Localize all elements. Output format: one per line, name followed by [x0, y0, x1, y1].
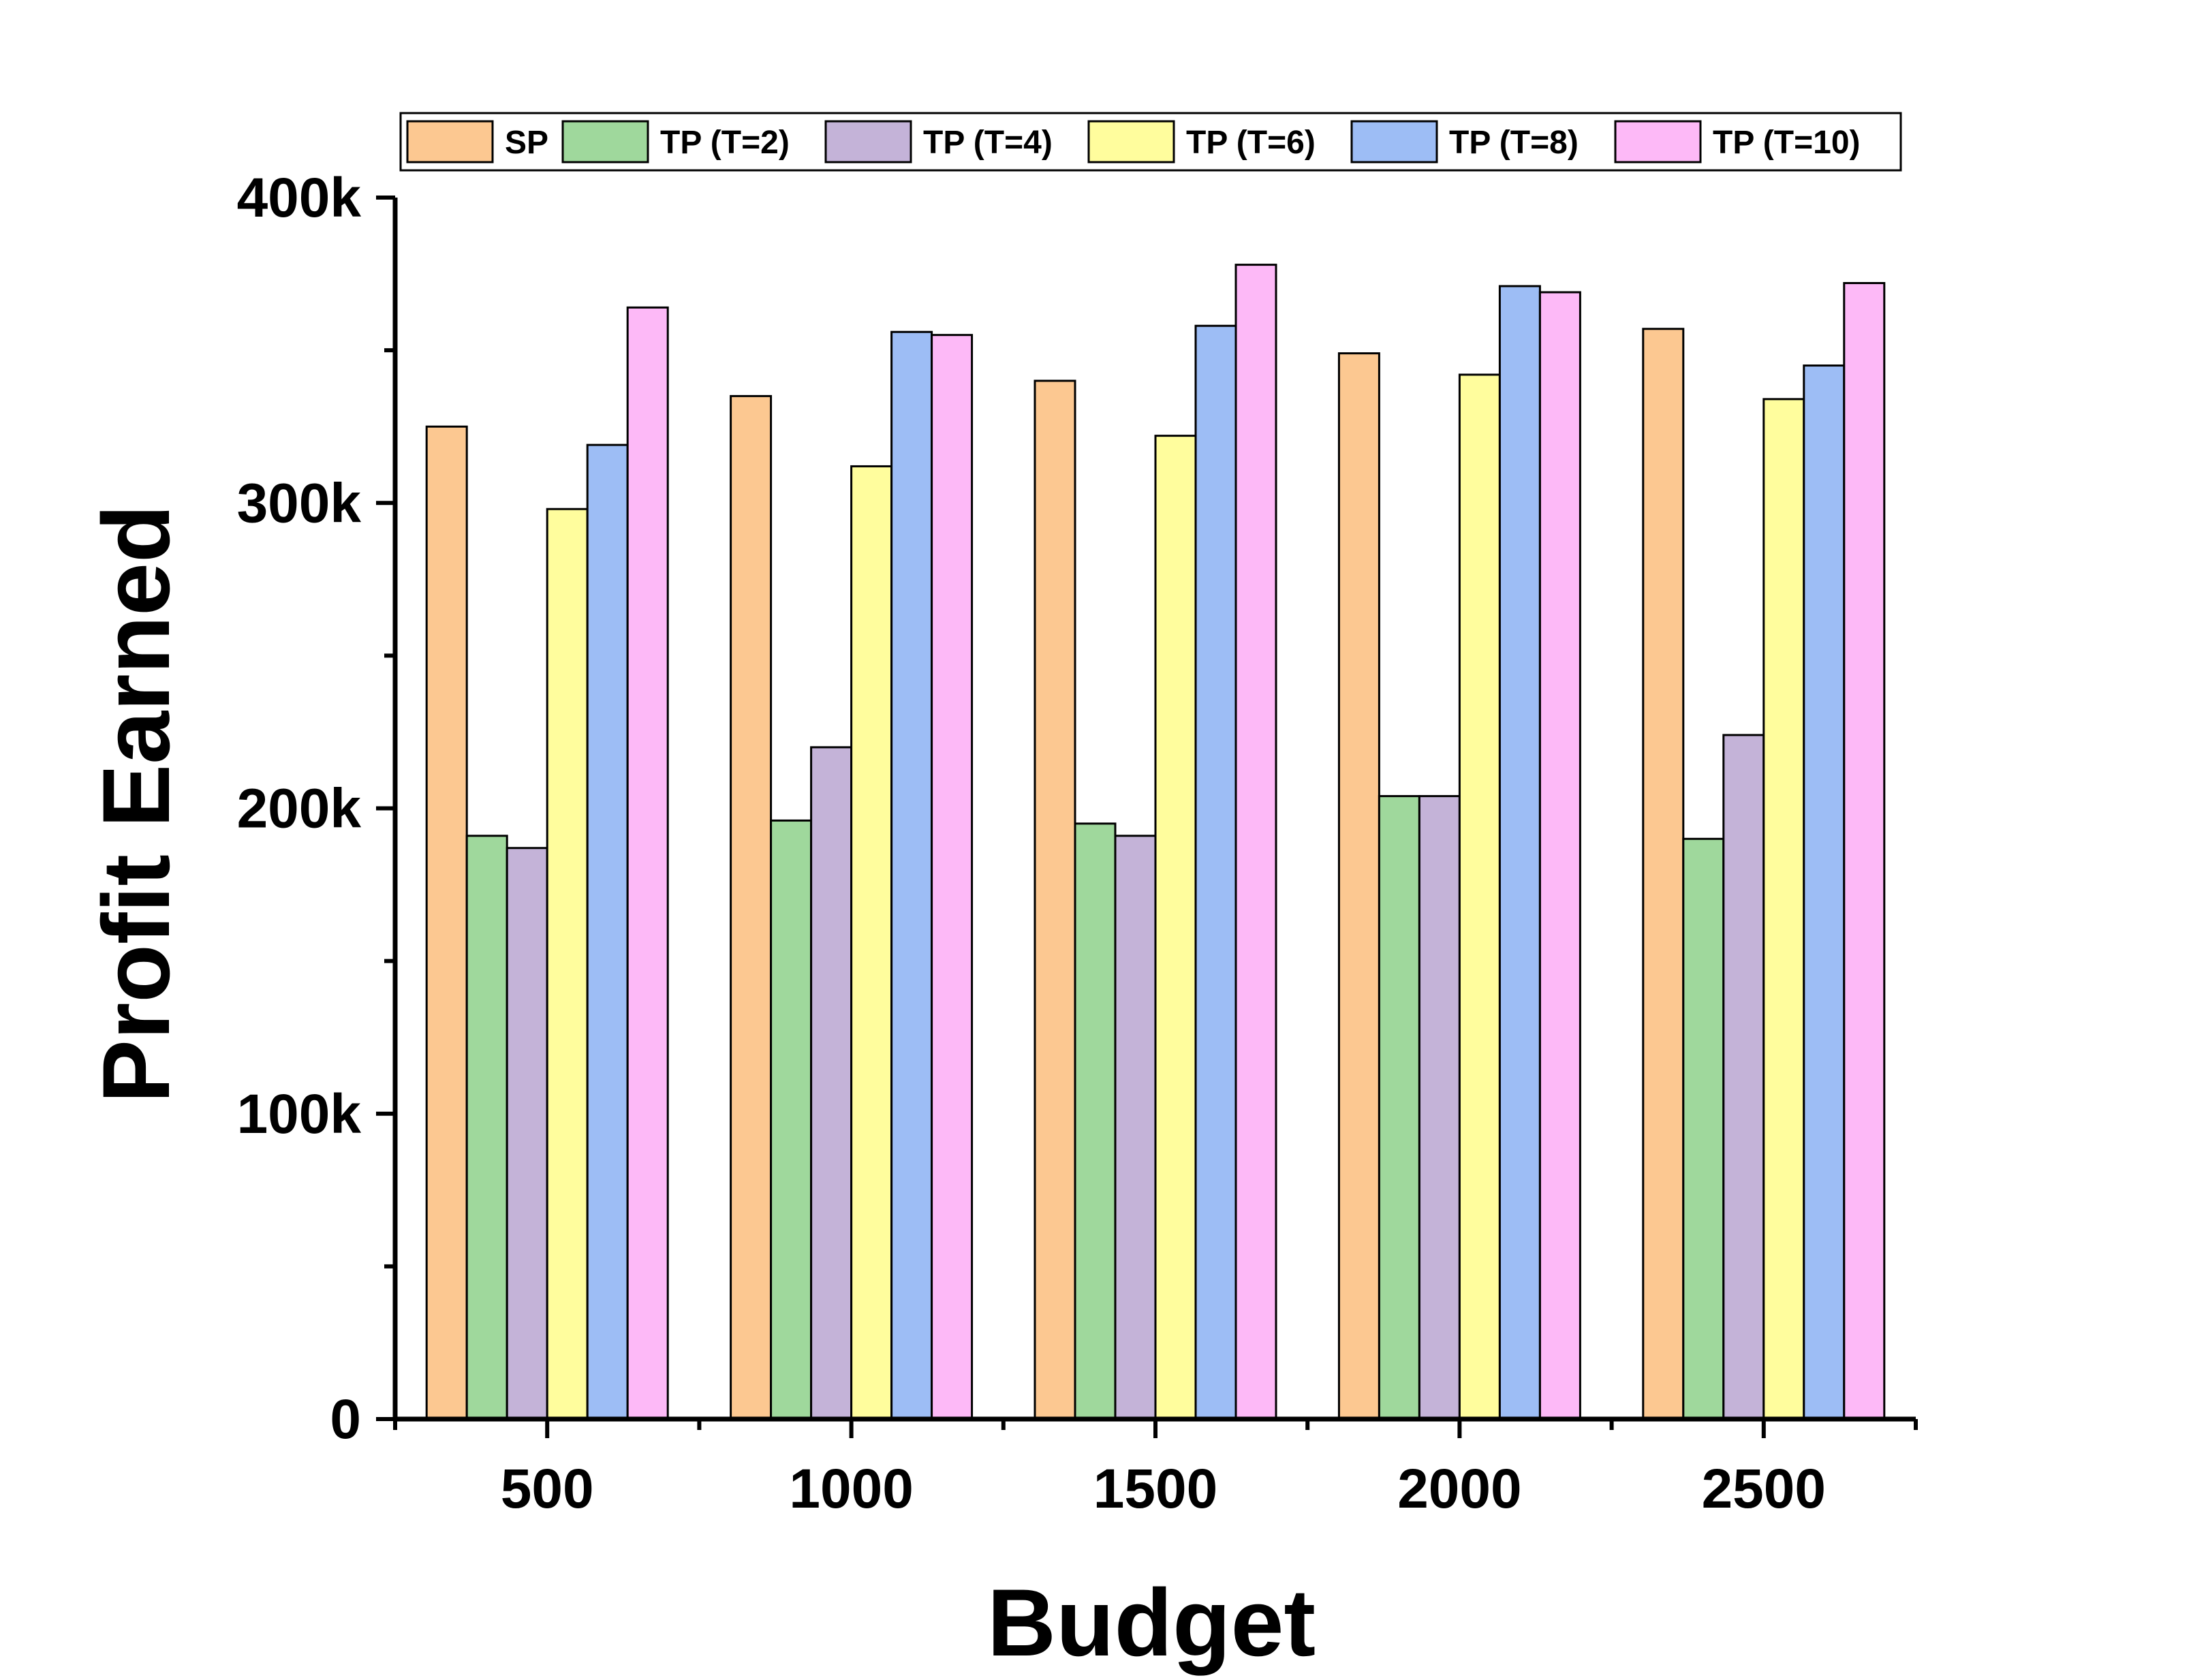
- bar-tp-t-10-2000: [1538, 291, 1581, 1420]
- y-tick-label: 0: [330, 1388, 361, 1450]
- legend-swatch: [1087, 120, 1175, 164]
- x-tick-label: 2500: [1702, 1458, 1826, 1520]
- bar-tp-t-4-2000: [1418, 795, 1461, 1420]
- y-axis-title: Profit Earned: [82, 504, 189, 1103]
- bar-tp-t-2-500: [465, 835, 508, 1420]
- bar-tp-t-6-500: [546, 508, 589, 1420]
- legend-label: TP (T=4): [923, 125, 1053, 161]
- bar-tp-t-10-500: [626, 306, 669, 1420]
- bar-tp-t-8-2000: [1498, 285, 1541, 1420]
- x-tick-label: 500: [501, 1458, 594, 1520]
- x-tick-label: 1000: [789, 1458, 913, 1520]
- bar-tp-t-6-2500: [1762, 398, 1805, 1420]
- bar-tp-t-4-2500: [1722, 734, 1765, 1420]
- bar-tp-t-4-1000: [810, 746, 853, 1420]
- y-tick-label: 200k: [237, 778, 362, 840]
- y-tick-label: 400k: [237, 167, 362, 229]
- legend-label: TP (T=6): [1186, 125, 1316, 161]
- bar-sp-1500: [1034, 379, 1076, 1420]
- bars: [425, 264, 1886, 1420]
- bar-sp-1000: [730, 394, 773, 1420]
- bar-tp-t-8-1500: [1194, 324, 1237, 1420]
- bar-tp-t-10-1000: [931, 334, 974, 1420]
- y-tick-label: 100k: [237, 1083, 362, 1145]
- x-tick-label: 2000: [1397, 1458, 1521, 1520]
- bar-tp-t-4-1500: [1114, 835, 1157, 1420]
- bar-tp-t-6-1500: [1154, 435, 1197, 1420]
- legend-label: TP (T=8): [1449, 125, 1579, 161]
- y-tick-label: 300k: [237, 472, 362, 534]
- legend: SP TP (T=2) TP (T=4) TP (T=6) TP (T=8) TP (T=…: [399, 112, 1902, 172]
- legend-swatch: [1350, 120, 1438, 164]
- bar-tp-t-8-2500: [1803, 364, 1846, 1420]
- axes: 0 100k 200k 300k 400k 500 1000 1500 2000 2500: [237, 167, 1918, 1520]
- bar-tp-t-10-2500: [1843, 282, 1886, 1420]
- bar-sp-2500: [1642, 328, 1685, 1420]
- legend-swatch: [824, 120, 912, 164]
- bar-sp-500: [425, 425, 468, 1420]
- legend-swatch: [561, 120, 649, 164]
- bar-tp-t-10-1500: [1234, 264, 1277, 1420]
- bar-tp-t-2-2000: [1378, 795, 1420, 1420]
- bar-tp-t-2-2500: [1682, 837, 1725, 1420]
- bar-tp-t-6-1000: [850, 465, 893, 1420]
- legend-swatch: [406, 120, 494, 164]
- bar-tp-t-6-2000: [1458, 373, 1501, 1420]
- legend-label: TP (T=2): [660, 125, 790, 161]
- bar-tp-t-4-500: [506, 847, 548, 1420]
- legend-swatch: [1614, 120, 1702, 164]
- x-axis-title: Budget: [987, 1569, 1316, 1676]
- bar-tp-t-2-1500: [1074, 822, 1117, 1420]
- bar-tp-t-8-500: [586, 444, 629, 1420]
- bar-tp-t-8-1000: [890, 330, 933, 1420]
- legend-label: TP (T=10): [1713, 125, 1861, 161]
- bar-tp-t-2-1000: [770, 819, 813, 1420]
- legend-label: SP: [505, 125, 548, 161]
- x-tick-label: 1500: [1093, 1458, 1217, 1520]
- bar-sp-2000: [1337, 352, 1380, 1420]
